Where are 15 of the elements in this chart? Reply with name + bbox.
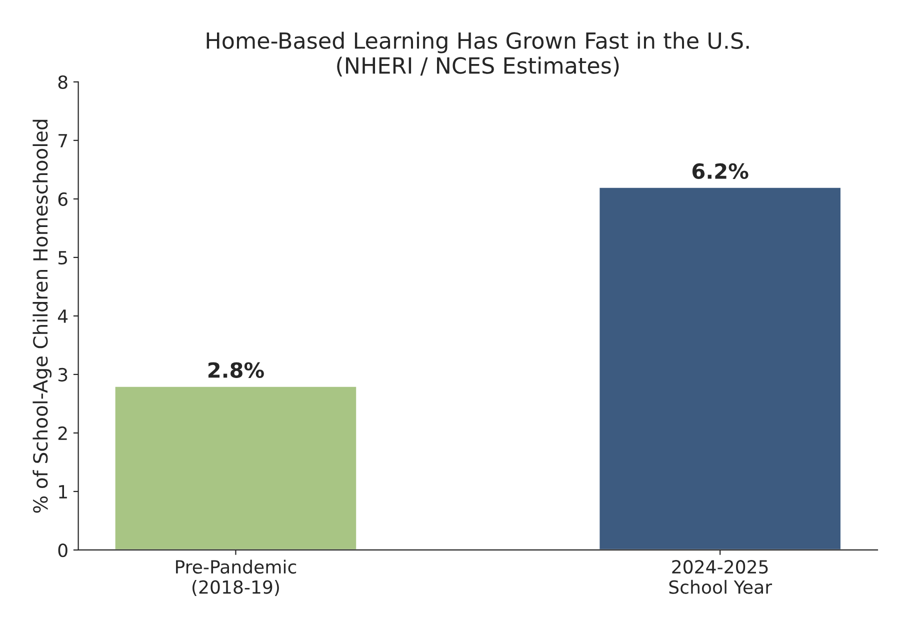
- data-label: 6.2%: [692, 163, 748, 180]
- x-tick-label: 2024-2025 School Year: [669, 560, 772, 594]
- y-tick-label: 0: [58, 543, 68, 558]
- y-tick-label: 1: [59, 485, 67, 498]
- y-tick-label: 5: [58, 251, 67, 265]
- y-tick-label: 4: [58, 310, 68, 323]
- data-label: 2.8%: [208, 362, 264, 378]
- y-tick-label: 7: [58, 134, 68, 148]
- y-tick-label: 3: [58, 368, 68, 382]
- x-tick-label: Pre-Pandemic (2018-19): [176, 560, 296, 596]
- chart-title: Home-Based Learning Has Grown Fast in the U.S. (NHERI / NCES Estimates): [206, 32, 749, 76]
- y-tick-label: 6: [58, 192, 68, 206]
- y-axis-title: % of School-Age Children Homeschooled: [32, 120, 52, 513]
- y-tick-label: 2: [58, 426, 67, 440]
- y-tick-label: 8: [58, 75, 68, 90]
